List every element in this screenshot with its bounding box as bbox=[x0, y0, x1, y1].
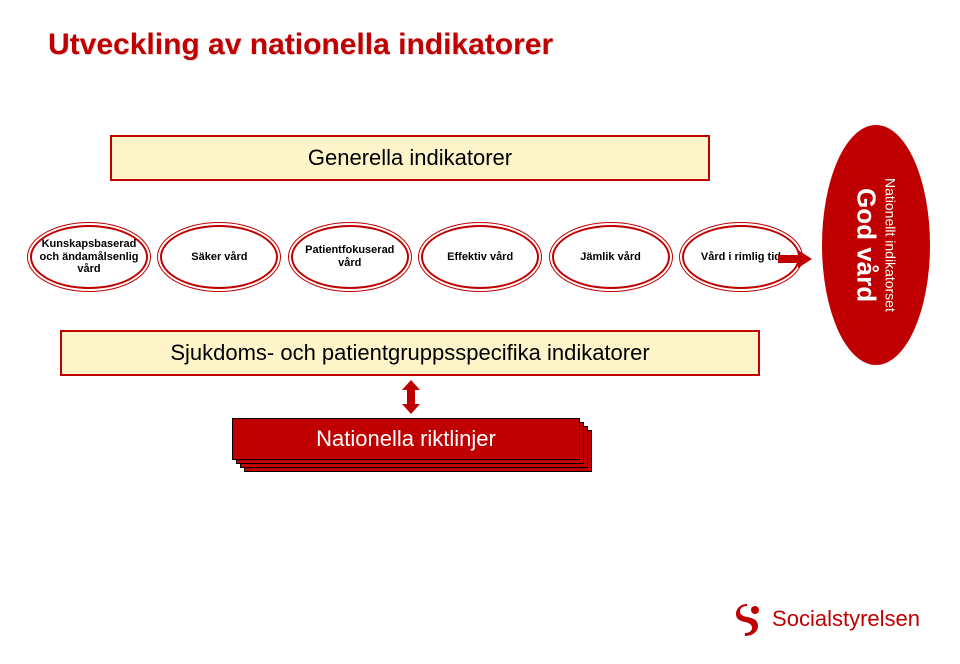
oval-jamlik: Jämlik vård bbox=[552, 225, 670, 289]
oval-saker: Säker vård bbox=[160, 225, 278, 289]
socialstyrelsen-logo: Socialstyrelsen bbox=[730, 602, 920, 636]
god-vard-label: God vård bbox=[854, 188, 880, 302]
ovals-row: Kunskapsbaserad och ändamålsenlig vård S… bbox=[30, 225, 800, 289]
oval-kunskapsbaserad: Kunskapsbaserad och ändamålsenlig vård bbox=[30, 225, 148, 289]
nationella-riktlinjer-label: Nationella riktlinjer bbox=[232, 418, 580, 460]
oval-patientfokuserad: Patientfokuserad vård bbox=[291, 225, 409, 289]
sjukdoms-box: Sjukdoms- och patientgruppsspecifika ind… bbox=[60, 330, 760, 376]
logo-mark-icon bbox=[730, 602, 764, 636]
logo-text: Socialstyrelsen bbox=[772, 606, 920, 632]
god-vard-ellipse: God vård Nationellt indikatorset bbox=[822, 125, 930, 365]
generella-indikatorer-box: Generella indikatorer bbox=[110, 135, 710, 181]
indikatorset-label: Nationellt indikatorset bbox=[882, 178, 899, 312]
right-arrow-icon bbox=[778, 250, 812, 268]
bidirectional-arrow-icon bbox=[398, 380, 424, 414]
page-title: Utveckling av nationella indikatorer bbox=[0, 0, 960, 62]
nationella-riktlinjer-stack: Nationella riktlinjer bbox=[232, 418, 592, 472]
oval-effektiv: Effektiv vård bbox=[421, 225, 539, 289]
